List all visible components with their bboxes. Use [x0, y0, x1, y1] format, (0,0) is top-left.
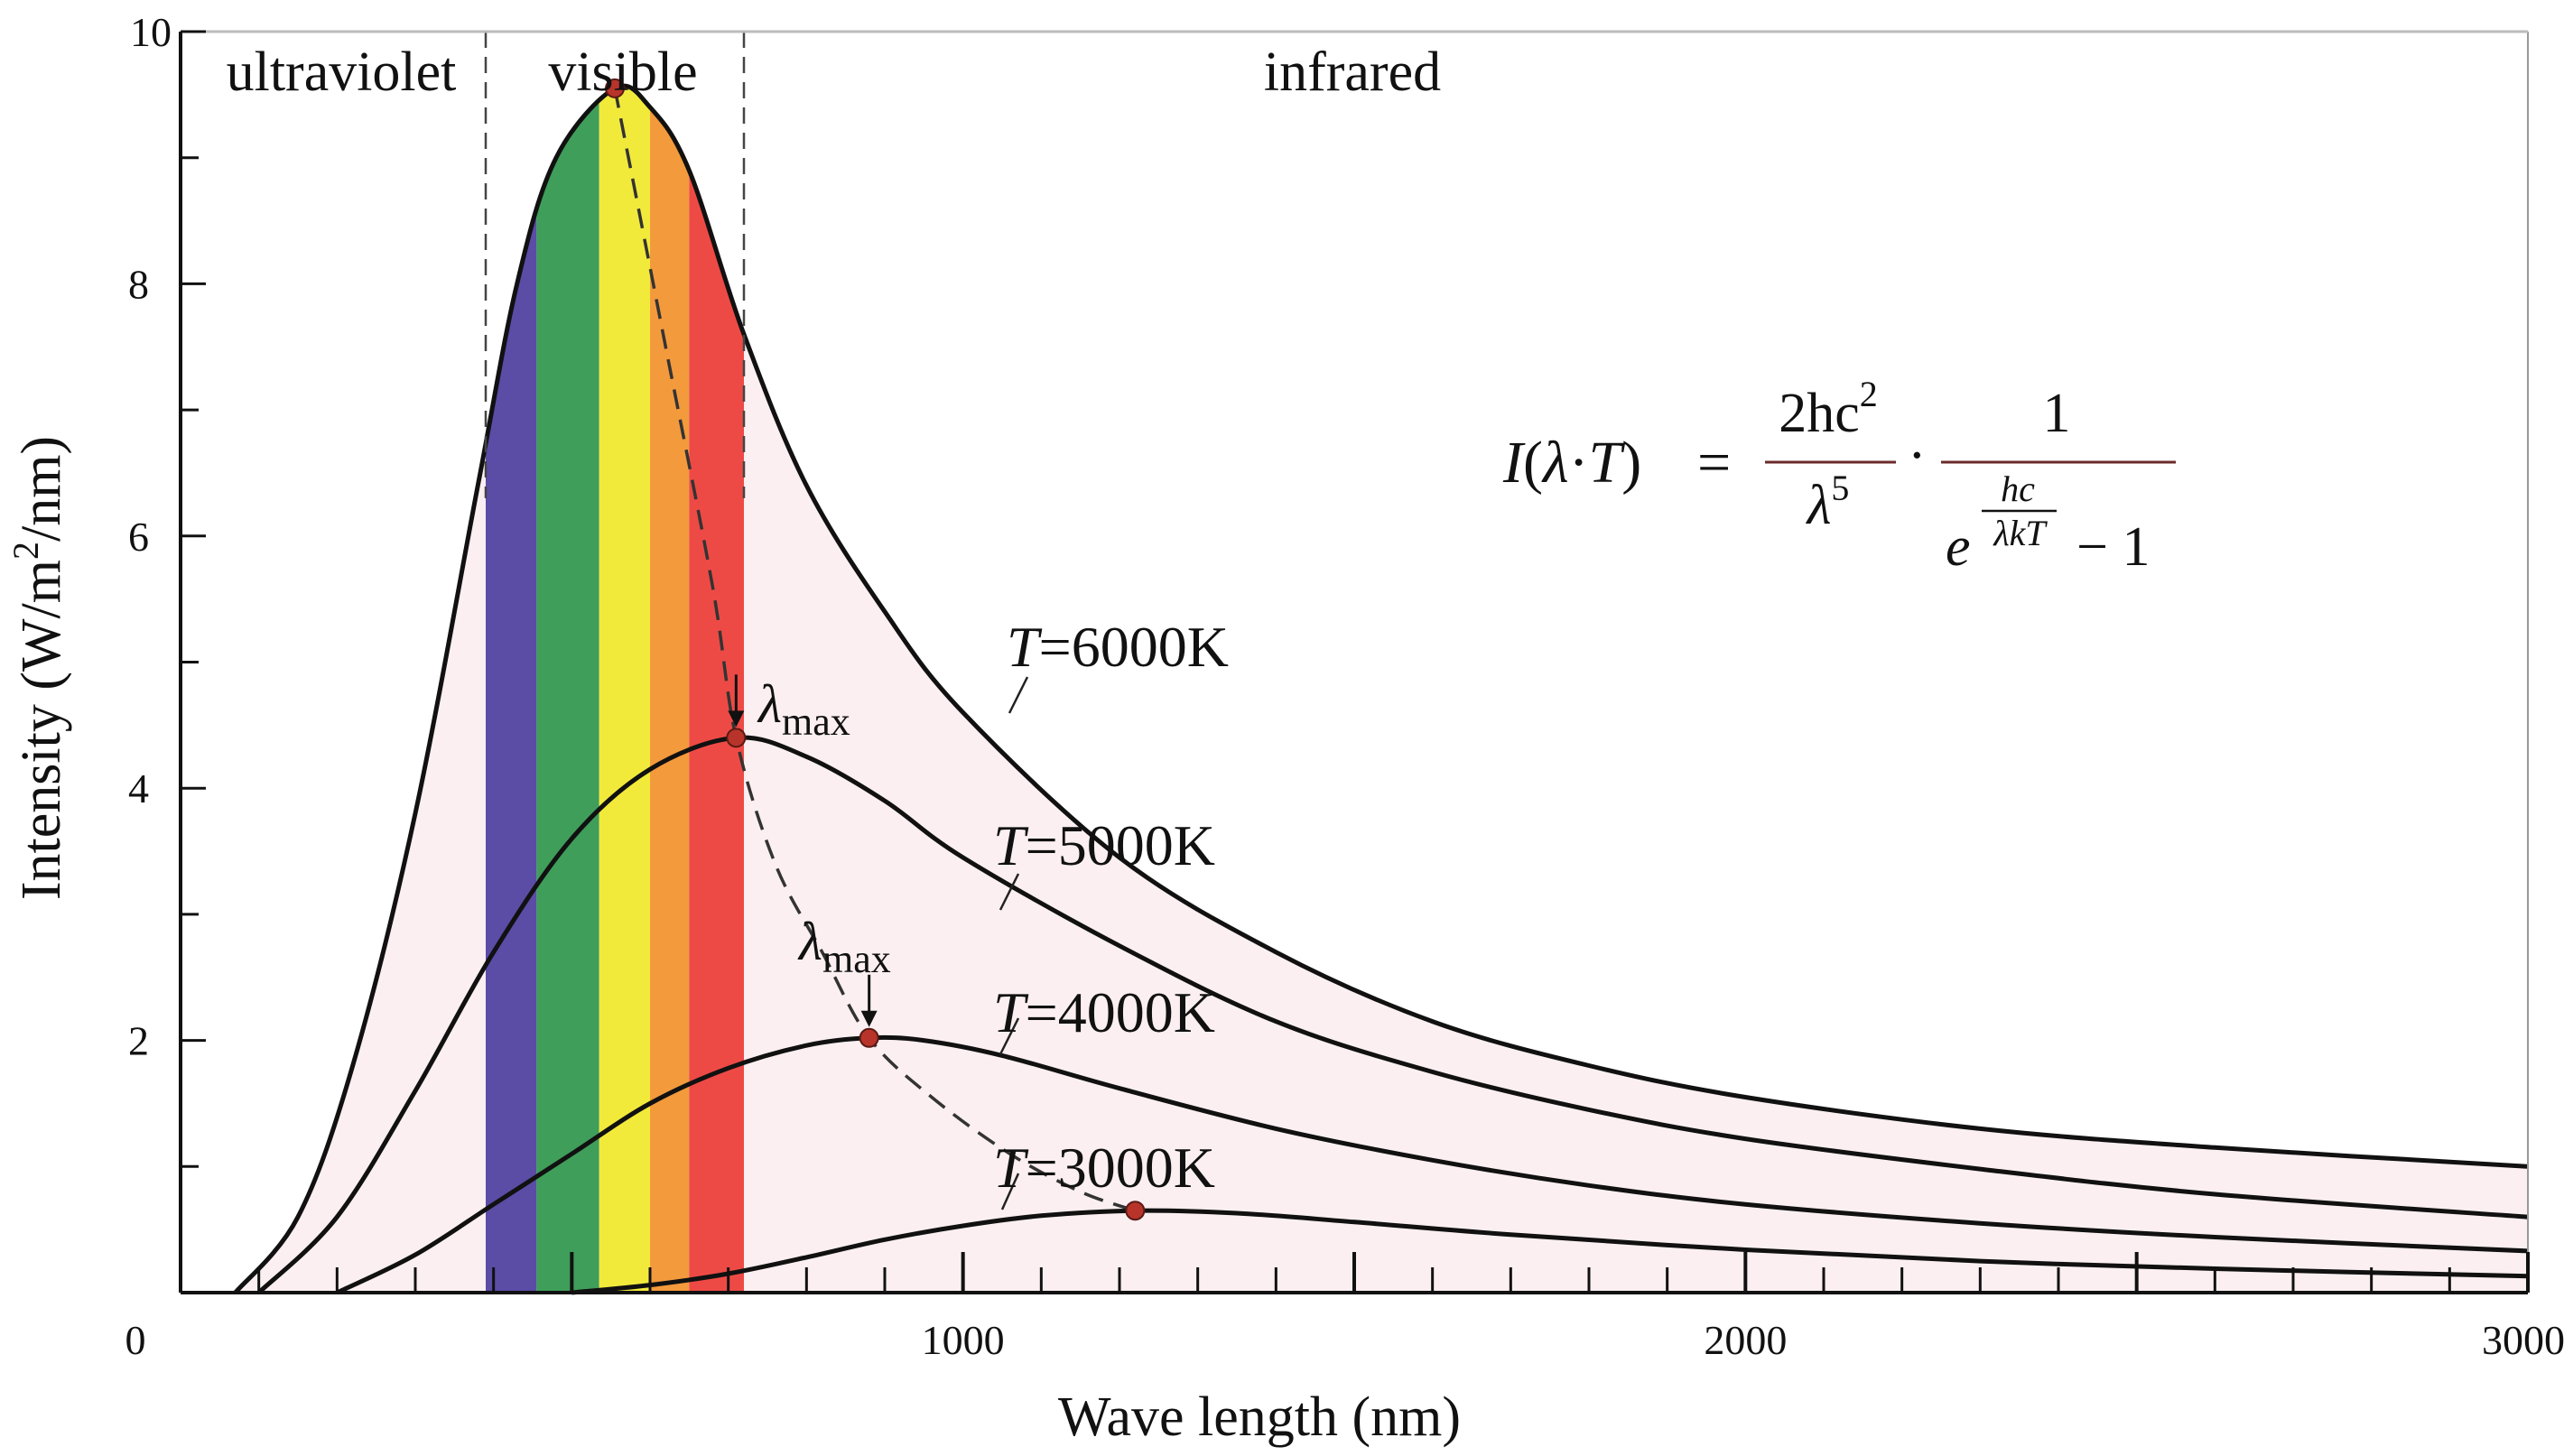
formula-e: e	[1946, 516, 1971, 578]
formula-dot: ·	[1908, 425, 1927, 487]
curve-label-leader-6000k	[1008, 676, 1029, 714]
peak-marker-3000k	[1125, 1201, 1146, 1221]
formula-frac1-denominator: λ5	[1806, 468, 1850, 536]
curve-6000k	[233, 83, 2529, 1294]
x-tick-label: 1000	[922, 1317, 1005, 1363]
region-dividers	[484, 32, 746, 498]
formula-equals: =	[1697, 430, 1731, 496]
x-tick-label: 0	[125, 1317, 146, 1363]
y-axis-title: Intensity (W/m2/nm)	[5, 436, 72, 900]
lambda-max-label-1: λmax	[757, 674, 850, 744]
formula-minus-one: − 1	[2076, 516, 2150, 578]
curve-5000k	[256, 735, 2529, 1294]
wien-displacement-layer	[613, 88, 1136, 1212]
peak-marker-4000k	[859, 1027, 879, 1048]
region-labels: ultraviolet visible infrared	[227, 42, 1442, 103]
spectrum-band-green	[536, 86, 599, 1293]
spectrum-band-orange	[650, 86, 690, 1293]
spectrum-band-yellow	[599, 86, 650, 1293]
y-tick-label: 10	[130, 9, 172, 55]
curves-layer	[233, 83, 2529, 1295]
region-label-visible: visible	[548, 42, 697, 103]
formula-exp-numerator: hc	[2001, 468, 2035, 509]
x-tick-label: 3000	[2482, 1317, 2564, 1363]
lambda-max-arrowhead-2	[860, 1010, 878, 1027]
area-fill-6000k	[235, 86, 2528, 1294]
y-tick-label: 2	[128, 1018, 149, 1064]
curve-labels: T=6000K T=5000K T=4000K T=3000K	[993, 615, 1229, 1210]
curve-fill-layer	[235, 86, 2528, 1294]
formula-frac2-numerator: 1	[2043, 383, 2071, 444]
curve-label-4000k: T=4000K	[993, 980, 1215, 1044]
curve-label-leader-4000k	[999, 1017, 1020, 1055]
region-label-ultraviolet: ultraviolet	[227, 42, 457, 103]
peak-marker-6000k	[605, 78, 625, 98]
lambda-max-labels: λmax λmax	[728, 674, 891, 1027]
formula-exp-denominator: λkT	[1993, 513, 2048, 553]
lambda-max-label-2: λmax	[797, 912, 891, 981]
axis-ticks	[179, 30, 2530, 1293]
peak-marker-5000k	[726, 728, 747, 748]
curve-label-3000k: T=3000K	[993, 1136, 1215, 1200]
lambda-max-arrowhead-1	[728, 710, 745, 728]
y-tick-label: 8	[128, 261, 149, 307]
y-tick-label: 6	[128, 514, 149, 560]
formula-frac1-numerator: 2hc2	[1779, 374, 1878, 444]
y-tick-label: 4	[128, 765, 149, 811]
planck-formula: I(λ·T) = 2hc2 λ5 · 1 hc λkT e − 1	[1502, 374, 2176, 578]
peak-markers-layer	[605, 78, 1146, 1221]
wien-dashed-curve	[613, 88, 1136, 1212]
x-tick-label: 2000	[1704, 1317, 1787, 1363]
curve-label-6000k: T=6000K	[1007, 615, 1229, 679]
curve-3000k	[571, 1208, 2529, 1295]
curve-label-leader-3000k	[1000, 1173, 1020, 1210]
curve-4000k	[336, 1034, 2529, 1295]
curve-label-5000k: T=5000K	[993, 813, 1215, 877]
region-label-infrared: infrared	[1264, 42, 1441, 103]
axis-tick-labels: 0 1000 2000 3000 2 4 6 8 10	[125, 9, 2564, 1363]
x-axis-title: Wave length (nm)	[1058, 1386, 1461, 1448]
curve-label-leader-5000k	[999, 873, 1020, 911]
formula-lhs: I(λ·T)	[1502, 430, 1641, 496]
